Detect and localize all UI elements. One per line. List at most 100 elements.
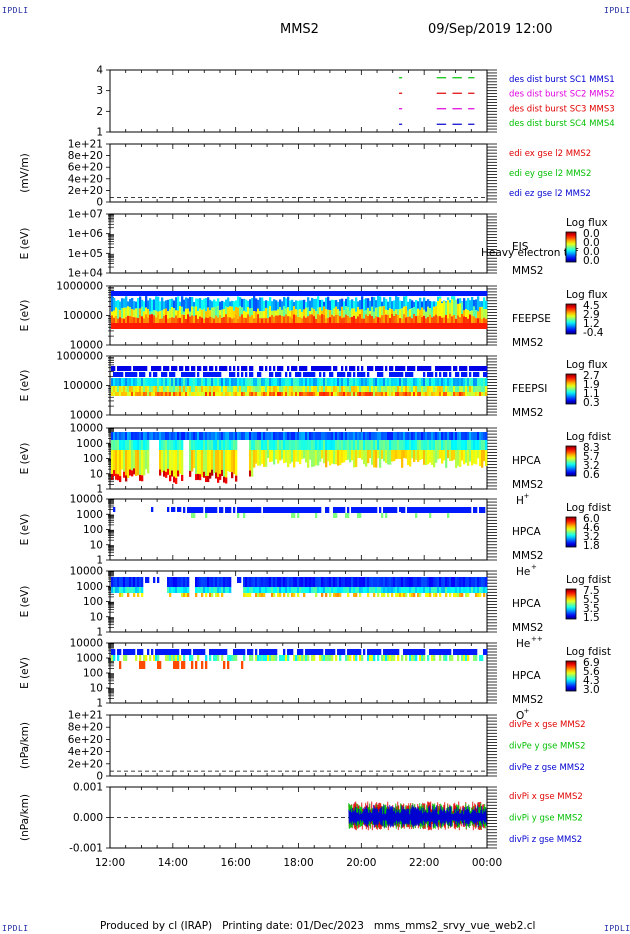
spectrogram-cell: [287, 655, 290, 661]
spectrogram-cell: [349, 291, 352, 296]
spectrogram-cell: [431, 323, 434, 329]
spectrogram-cell: [353, 372, 356, 377]
spectrogram-cell: [325, 593, 328, 597]
spectrogram-cell: [433, 378, 436, 386]
spectrogram-cell: [455, 432, 458, 440]
spectrogram-cell: [347, 392, 350, 396]
spectrogram-cell: [469, 450, 472, 462]
spectrogram-cell: [185, 297, 188, 309]
spectrogram-cell: [277, 291, 280, 296]
spectrogram-cell: [347, 386, 350, 392]
spectrogram-cell: [265, 649, 268, 655]
spectrogram-cell: [139, 392, 142, 396]
spectrogram-cell: [125, 475, 128, 482]
spectrogram-cell: [313, 577, 316, 587]
legend-entry: divPe y gse MMS2: [509, 742, 586, 752]
spectrogram-cell: [305, 323, 308, 329]
spectrogram-cell: [133, 317, 136, 323]
spectrogram-cell: [345, 577, 348, 587]
spectrogram-cell: [395, 507, 398, 513]
spectrogram-cell: [449, 593, 452, 597]
spectrogram-cell: [365, 314, 368, 323]
spectrogram-cell: [321, 432, 324, 440]
spectrogram-cell: [345, 298, 348, 307]
spectrogram-cell: [451, 296, 454, 300]
spectrogram-cell: [147, 300, 150, 309]
spectrogram-cell: [191, 315, 194, 323]
spectrogram-cell: [391, 577, 394, 587]
spectrogram-cell: [269, 392, 272, 396]
spectrogram-cell: [485, 300, 488, 309]
spectrogram-cell: [379, 306, 382, 318]
y-tick-label: 1000: [76, 653, 103, 665]
spectrogram-cell: [355, 507, 358, 513]
spectrogram-cell: [373, 378, 376, 386]
spectrogram-cell: [453, 593, 456, 597]
spectrogram-cell: [255, 649, 258, 655]
spectrogram-cell: [263, 655, 266, 661]
spectrogram-cell: [213, 378, 216, 386]
spectrogram-cell: [131, 649, 134, 655]
spectrogram-cell: [385, 386, 388, 392]
spectrogram-cell: [445, 392, 448, 396]
spectrogram-cell: [209, 378, 212, 386]
spectrogram-cell: [267, 507, 270, 513]
spectrogram-cell: [233, 392, 236, 396]
spectrogram-cell: [305, 301, 308, 308]
spectrogram-cell: [155, 323, 158, 329]
spectrogram-cell: [125, 316, 128, 323]
spectrogram-cell: [463, 440, 466, 450]
spectrogram-cell: [341, 649, 344, 655]
spectrogram-cell: [351, 432, 354, 440]
spectrogram-cell: [233, 432, 236, 440]
y-tick-label: 10000: [70, 566, 103, 578]
spectrogram-cell: [257, 372, 260, 377]
spectrogram-cell: [267, 432, 270, 440]
y-axis-label: E (eV): [19, 228, 31, 260]
spectrogram-cell: [325, 440, 328, 450]
spectrogram-cell: [365, 392, 368, 396]
spectrogram-cell: [393, 378, 396, 386]
spectrogram-cell: [377, 317, 380, 323]
spectrogram-cell: [339, 299, 342, 311]
spectrogram-cell: [405, 432, 408, 440]
spectrogram-cell: [111, 378, 114, 386]
spectrogram-cell: [333, 392, 336, 396]
spectrogram-cell: [189, 386, 192, 392]
spectrogram-cell: [253, 318, 256, 323]
spectrogram-cell: [315, 587, 318, 593]
spectrogram-cell: [191, 306, 194, 316]
spectrogram-cell: [215, 306, 218, 316]
spectrogram-cell: [399, 309, 402, 319]
spectrogram-cell: [447, 291, 450, 296]
spectrogram-cell: [147, 440, 150, 450]
spectrogram-cell: [247, 507, 250, 513]
spectrogram-cell: [369, 314, 372, 323]
spectrogram-cell: [175, 392, 178, 396]
spectrogram-cell: [399, 386, 402, 392]
spectrogram-cell: [319, 291, 322, 296]
spectrogram-cell: [117, 378, 120, 386]
spectrogram-cell: [139, 432, 142, 440]
spectrogram-cell: [265, 507, 268, 513]
spectrogram-cell: [267, 587, 270, 593]
spectrogram-cell: [377, 296, 380, 308]
spectrogram-cell: [345, 378, 348, 386]
spectrogram-cell: [383, 323, 386, 329]
spectrogram-cell: [463, 507, 466, 513]
spectrogram-cell: [185, 587, 188, 593]
spectrogram-cell: [197, 366, 200, 371]
spectrogram-cell: [367, 378, 370, 386]
spectrogram-cell: [345, 513, 348, 518]
spectrogram-cell: [237, 649, 240, 655]
spectrogram-cell: [461, 440, 464, 450]
spectrogram-cell: [139, 661, 142, 669]
spectrogram-cell: [201, 386, 204, 392]
spectrogram-cell: [245, 372, 248, 377]
spectrogram-cell: [197, 473, 200, 480]
spectrogram-cell: [279, 432, 282, 440]
spectrogram-cell: [187, 323, 190, 329]
spectrogram-cell: [431, 372, 434, 377]
spectrogram-cell: [329, 291, 332, 296]
spectrogram-cell: [117, 587, 120, 593]
